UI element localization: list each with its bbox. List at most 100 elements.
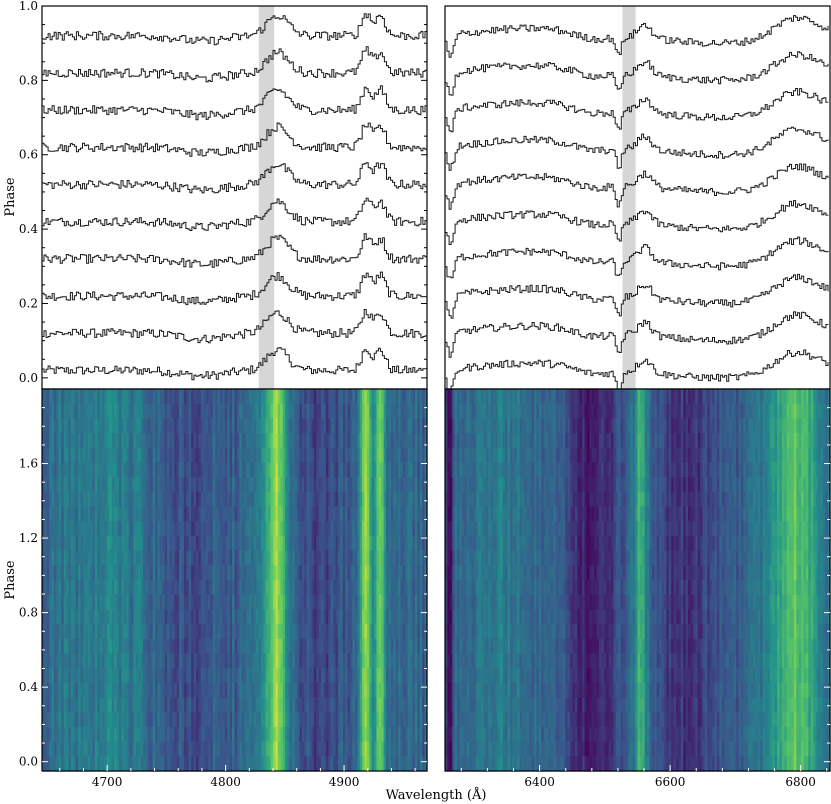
heatmap-cell bbox=[147, 477, 151, 493]
heatmap-cell bbox=[478, 697, 482, 713]
heatmap-cell bbox=[68, 565, 72, 581]
heatmap-cell bbox=[119, 594, 123, 610]
heatmap-cell bbox=[224, 609, 228, 625]
heatmap-cell bbox=[412, 741, 416, 757]
heatmap-cell bbox=[502, 550, 506, 566]
heatmap-cell bbox=[191, 462, 195, 478]
heatmap-cell bbox=[452, 477, 456, 493]
heatmap-cell bbox=[337, 668, 341, 684]
heatmap-cell bbox=[109, 697, 113, 713]
heatmap-cell bbox=[471, 726, 475, 743]
heatmap-cell bbox=[106, 756, 110, 772]
heatmap-cell bbox=[337, 477, 341, 493]
heatmap-cell bbox=[340, 462, 344, 478]
heatmap-cell bbox=[234, 550, 238, 566]
heatmap-cell bbox=[466, 462, 470, 478]
heatmap-cell bbox=[378, 506, 382, 522]
heatmap-cell bbox=[275, 668, 279, 684]
heatmap-cell bbox=[347, 477, 351, 493]
heatmap-cell bbox=[82, 535, 86, 552]
heatmap-cell bbox=[229, 433, 233, 449]
heatmap-cell bbox=[459, 403, 463, 419]
heatmap-cell bbox=[371, 594, 375, 610]
heatmap-cell bbox=[323, 726, 327, 743]
heatmap-cell bbox=[164, 491, 168, 508]
heatmap-cell bbox=[155, 477, 159, 493]
heatmap-cell bbox=[488, 506, 492, 522]
heatmap-cell bbox=[131, 535, 135, 552]
heatmap-cell bbox=[145, 403, 149, 419]
heatmap-cell bbox=[217, 726, 221, 743]
heatmap-cell bbox=[340, 638, 344, 655]
heatmap-cell bbox=[140, 668, 144, 684]
heatmap-cell bbox=[222, 594, 226, 610]
heatmap-cell bbox=[306, 594, 310, 610]
heatmap-cell bbox=[143, 726, 147, 743]
heatmap-cell bbox=[454, 624, 458, 640]
heatmap-cell bbox=[402, 668, 406, 684]
heatmap-cell bbox=[102, 594, 106, 610]
heatmap-cell bbox=[469, 580, 473, 596]
heatmap-cell bbox=[301, 506, 305, 522]
heatmap-cell bbox=[407, 462, 411, 478]
spectrum-series-5 bbox=[42, 162, 427, 194]
heatmap-cell bbox=[135, 580, 139, 596]
heatmap-cell bbox=[97, 668, 101, 684]
heatmap-cell bbox=[217, 624, 221, 640]
heatmap-cell bbox=[359, 594, 363, 610]
heatmap-cell bbox=[239, 741, 243, 757]
heatmap-cell bbox=[323, 638, 327, 655]
heatmap-cell bbox=[176, 462, 180, 478]
heatmap-cell bbox=[63, 521, 67, 537]
heatmap-cell bbox=[369, 521, 373, 537]
heatmap-cell bbox=[333, 477, 337, 493]
heatmap-cell bbox=[181, 389, 185, 405]
heatmap-cell bbox=[483, 624, 487, 640]
heatmap-cell bbox=[143, 506, 147, 522]
heatmap-cell bbox=[398, 756, 402, 772]
heatmap-cell bbox=[369, 447, 373, 464]
heatmap-cell bbox=[119, 580, 123, 596]
heatmap-cell bbox=[78, 756, 82, 772]
heatmap-cell bbox=[412, 712, 416, 728]
heatmap-cell bbox=[306, 697, 310, 713]
heatmap-cell bbox=[321, 741, 325, 757]
heatmap-cell bbox=[150, 462, 154, 478]
heatmap-cell bbox=[63, 756, 67, 772]
heatmap-cell bbox=[495, 477, 499, 493]
heatmap-cell bbox=[376, 506, 380, 522]
heatmap-cell bbox=[234, 697, 238, 713]
heatmap-cell bbox=[364, 447, 368, 464]
heatmap-cell bbox=[171, 550, 175, 566]
heatmap-cell bbox=[220, 726, 224, 743]
heatmap-cell bbox=[186, 535, 190, 552]
heatmap-cell bbox=[309, 389, 313, 405]
heatmap-cell bbox=[473, 609, 477, 625]
heatmap-cell bbox=[407, 594, 411, 610]
heatmap-cell bbox=[357, 565, 361, 581]
heatmap-cell bbox=[369, 697, 373, 713]
heatmap-cell bbox=[388, 462, 392, 478]
heatmap-cell bbox=[454, 535, 458, 552]
heatmap-cell bbox=[277, 653, 281, 669]
heatmap-cell bbox=[143, 462, 147, 478]
heatmap-cell bbox=[273, 580, 277, 596]
heatmap-cell bbox=[345, 403, 349, 419]
heatmap-cell bbox=[478, 682, 482, 699]
heatmap-cell bbox=[183, 403, 187, 419]
heatmap-cell bbox=[424, 433, 428, 449]
heatmap-cell bbox=[131, 433, 135, 449]
heatmap-cell bbox=[478, 741, 482, 757]
heatmap-cell bbox=[417, 624, 421, 640]
heatmap-cell bbox=[507, 447, 511, 464]
heatmap-cell bbox=[51, 521, 55, 537]
heatmap-cell bbox=[485, 682, 489, 699]
heatmap-cell bbox=[309, 462, 313, 478]
heatmap-cell bbox=[395, 580, 399, 596]
heatmap-cell bbox=[469, 668, 473, 684]
heatmap-cell bbox=[366, 712, 370, 728]
heatmap-cell bbox=[135, 462, 139, 478]
heatmap-cell bbox=[155, 462, 159, 478]
heatmap-cell bbox=[253, 741, 257, 757]
heatmap-cell bbox=[466, 712, 470, 728]
